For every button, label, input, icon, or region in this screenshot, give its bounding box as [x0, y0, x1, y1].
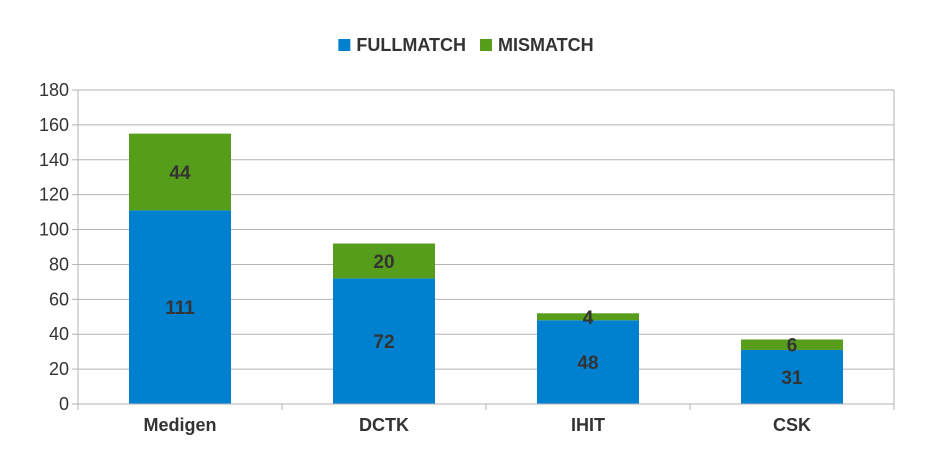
bar-mismatch-csk [741, 339, 843, 350]
bar-mismatch-medigen [129, 133, 231, 211]
x-tick-label: IHIT [571, 415, 605, 435]
bar-fullmatch-dctk [333, 278, 435, 404]
y-tick-label: 140 [39, 150, 69, 170]
y-tick-label: 0 [59, 394, 69, 414]
y-tick-label: 100 [39, 220, 69, 240]
axes [77, 90, 895, 410]
data-label: 111 [165, 298, 195, 319]
y-tick-label: 120 [39, 185, 69, 205]
y-tick-label: 180 [39, 80, 69, 100]
bar-fullmatch-csk [741, 349, 843, 404]
data-label: 20 [373, 252, 394, 273]
bar-fullmatch-ihit [537, 320, 639, 404]
legend-label: MISMATCH [498, 35, 594, 55]
data-label: 72 [373, 332, 394, 353]
x-tick-label: Medigen [143, 415, 216, 435]
bar-mismatch-dctk [333, 243, 435, 279]
x-axis-labels: Medigen DCTK IHIT CSK [143, 415, 811, 435]
y-tick-label: 20 [49, 359, 69, 379]
data-label: 6 [787, 336, 798, 357]
legend-label: FULLMATCH [356, 35, 466, 55]
bar-fullmatch-medigen [129, 210, 231, 404]
legend-swatch [479, 39, 492, 51]
bar-mismatch-ihit [537, 313, 639, 321]
legend-swatch [338, 39, 351, 51]
y-tick-label: 160 [39, 115, 69, 135]
y-tick-label: 40 [49, 324, 69, 344]
legend: FULLMATCH MISMATCH [338, 35, 594, 55]
x-tick-label: CSK [773, 415, 811, 435]
data-label: 44 [169, 163, 191, 184]
y-tick-label: 60 [49, 289, 69, 309]
x-tick-label: DCTK [359, 415, 409, 435]
y-axis-ticks: 0 20 40 60 80 100 120 140 160 180 [39, 80, 69, 414]
y-tick-label: 80 [49, 254, 69, 274]
data-label: 48 [577, 353, 598, 374]
data-label: 4 [583, 308, 594, 329]
bars: 111 44 72 20 48 4 31 6 [129, 133, 843, 404]
data-label: 31 [781, 368, 803, 389]
